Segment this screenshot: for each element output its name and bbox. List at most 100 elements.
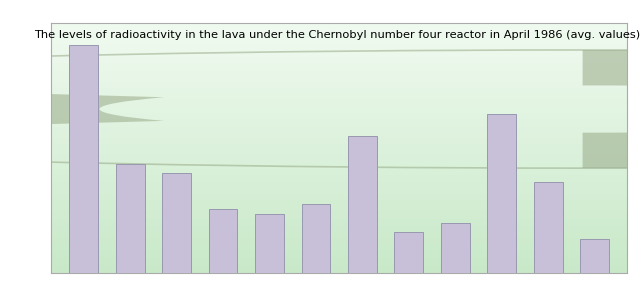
Bar: [51, 117, 627, 118]
Bar: [51, 98, 627, 99]
Bar: [51, 197, 627, 198]
Bar: [51, 185, 627, 186]
Bar: [51, 30, 627, 31]
Bar: [51, 260, 627, 261]
Bar: [51, 189, 627, 190]
Bar: [51, 241, 627, 242]
Bar: [51, 51, 627, 52]
Bar: [51, 227, 627, 228]
Bar: [51, 145, 627, 146]
Bar: [51, 231, 627, 232]
Bar: [51, 199, 627, 200]
Bar: [51, 178, 627, 179]
Bar: [51, 31, 627, 32]
Bar: [51, 80, 627, 81]
Bar: [51, 92, 627, 93]
Bar: [51, 106, 627, 107]
Bar: [51, 148, 627, 149]
Bar: [51, 142, 627, 143]
Bar: [51, 244, 627, 245]
Bar: [51, 191, 627, 192]
Bar: [51, 187, 627, 188]
Bar: [51, 235, 627, 236]
Wedge shape: [582, 50, 640, 97]
Bar: [51, 107, 627, 108]
Bar: [51, 136, 627, 137]
Bar: [51, 192, 627, 193]
Bar: [51, 166, 627, 167]
Bar: [51, 236, 627, 237]
Bar: [51, 246, 627, 247]
Bar: [394, 232, 423, 273]
Bar: [51, 222, 627, 223]
Bar: [51, 171, 627, 172]
Bar: [51, 239, 627, 240]
Bar: [51, 141, 627, 142]
Bar: [51, 124, 627, 125]
Bar: [51, 74, 627, 75]
Bar: [51, 243, 627, 244]
Bar: [51, 121, 627, 122]
Bar: [51, 169, 627, 170]
Bar: [51, 229, 627, 230]
Bar: [51, 71, 627, 72]
Bar: [51, 48, 627, 49]
Bar: [51, 220, 627, 221]
Bar: [51, 37, 627, 38]
Bar: [51, 100, 627, 101]
Bar: [51, 207, 627, 208]
Bar: [51, 63, 627, 64]
Bar: [51, 85, 627, 86]
Bar: [51, 181, 627, 182]
Bar: [51, 53, 627, 54]
Bar: [51, 173, 627, 174]
Bar: [51, 123, 627, 124]
Bar: [209, 209, 237, 273]
Bar: [51, 56, 627, 57]
Bar: [51, 93, 627, 94]
Bar: [51, 262, 627, 263]
Bar: [51, 72, 627, 73]
Bar: [51, 219, 627, 220]
Bar: [51, 221, 627, 222]
Bar: [51, 108, 627, 109]
Bar: [51, 41, 627, 42]
Bar: [51, 223, 627, 224]
Bar: [51, 251, 627, 252]
Bar: [51, 99, 627, 100]
Bar: [51, 234, 627, 235]
Bar: [51, 52, 627, 53]
Bar: [51, 58, 627, 59]
Bar: [51, 218, 627, 219]
Bar: [580, 239, 609, 273]
Bar: [51, 242, 627, 243]
Bar: [51, 61, 627, 62]
Bar: [51, 226, 627, 227]
Bar: [51, 50, 627, 51]
Bar: [51, 153, 627, 154]
Bar: [51, 174, 627, 175]
Bar: [51, 245, 627, 246]
Bar: [51, 104, 627, 105]
Bar: [348, 136, 377, 273]
Bar: [51, 240, 627, 241]
Bar: [51, 157, 627, 158]
Bar: [51, 24, 627, 25]
Bar: [51, 91, 627, 92]
Bar: [51, 97, 627, 98]
Bar: [51, 233, 627, 234]
Bar: [51, 205, 627, 206]
Bar: [51, 209, 627, 210]
Bar: [51, 89, 627, 90]
Bar: [51, 198, 627, 199]
Bar: [51, 27, 627, 28]
Bar: [51, 175, 627, 176]
Bar: [51, 151, 627, 152]
Bar: [51, 165, 627, 166]
Bar: [51, 127, 627, 128]
Bar: [51, 180, 627, 181]
Bar: [51, 200, 627, 201]
Bar: [51, 225, 627, 226]
Bar: [51, 110, 627, 111]
Bar: [51, 257, 627, 258]
